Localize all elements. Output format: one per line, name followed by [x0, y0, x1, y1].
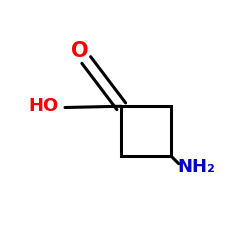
Text: HO: HO — [28, 97, 59, 115]
Text: NH₂: NH₂ — [178, 158, 216, 176]
Text: O: O — [71, 41, 88, 61]
